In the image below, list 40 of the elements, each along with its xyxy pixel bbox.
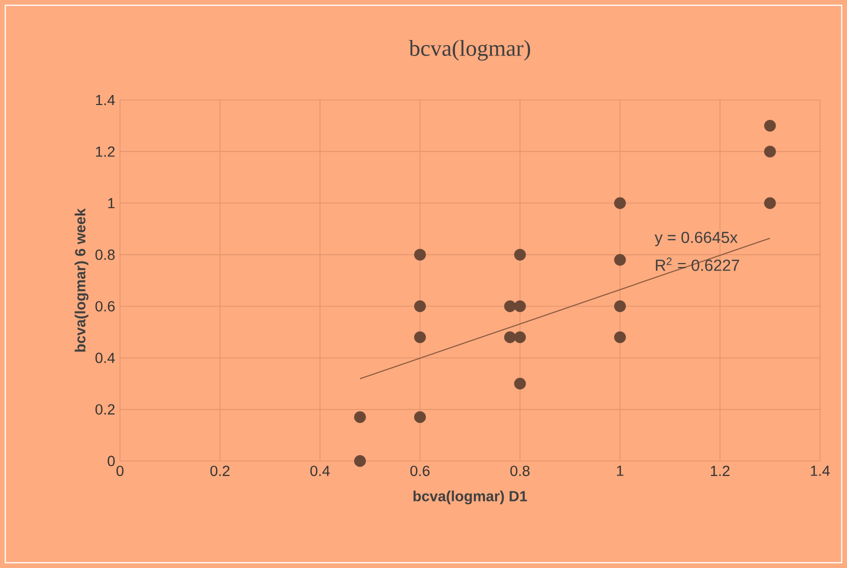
x-tick-label: 0.2 — [210, 466, 230, 476]
y-tick-label: 1.4 — [96, 94, 115, 106]
point — [614, 331, 626, 344]
point — [414, 300, 426, 312]
point — [514, 300, 526, 312]
x-tick-label: 0 — [116, 466, 124, 476]
point — [514, 331, 526, 344]
point — [354, 411, 366, 424]
y-tick-label: 1 — [108, 198, 115, 208]
point — [514, 378, 526, 390]
y-tick-label: 0 — [108, 456, 115, 466]
x-tick-label: 1.4 — [810, 466, 830, 476]
point — [414, 331, 426, 344]
point — [504, 331, 516, 344]
x-tick-label: 0.8 — [510, 466, 530, 476]
point — [764, 197, 776, 210]
x-tick-label: 0.6 — [410, 466, 430, 476]
chart-title: bcva(logmar) — [408, 40, 530, 61]
y-tick-label: 0.6 — [95, 301, 115, 312]
point — [614, 254, 626, 266]
point — [504, 300, 516, 312]
point — [514, 248, 526, 261]
x-axis-title: bcva(logmar) D1 — [414, 490, 528, 504]
annotation: y = 0.6645x — [654, 232, 738, 246]
point — [414, 411, 426, 424]
x-tick-label: 1.2 — [710, 466, 730, 476]
y-tick-label: 0.2 — [95, 404, 115, 415]
point — [614, 197, 626, 210]
point — [764, 146, 776, 158]
point — [354, 455, 366, 467]
point — [414, 248, 426, 261]
y-tick-label: 0.4 — [95, 352, 115, 364]
y-tick-label: 0.8 — [95, 250, 115, 260]
x-tick-label: 1 — [617, 466, 624, 476]
x-tick-label: 0.4 — [310, 466, 330, 476]
y-axis-title: bcva(logmar) 6 week — [74, 208, 88, 352]
point — [614, 300, 626, 312]
annotation: R$^{2}$ = 0.6227 — [656, 258, 740, 271]
point — [764, 120, 776, 132]
y-tick-label: 1.2 — [96, 146, 115, 157]
